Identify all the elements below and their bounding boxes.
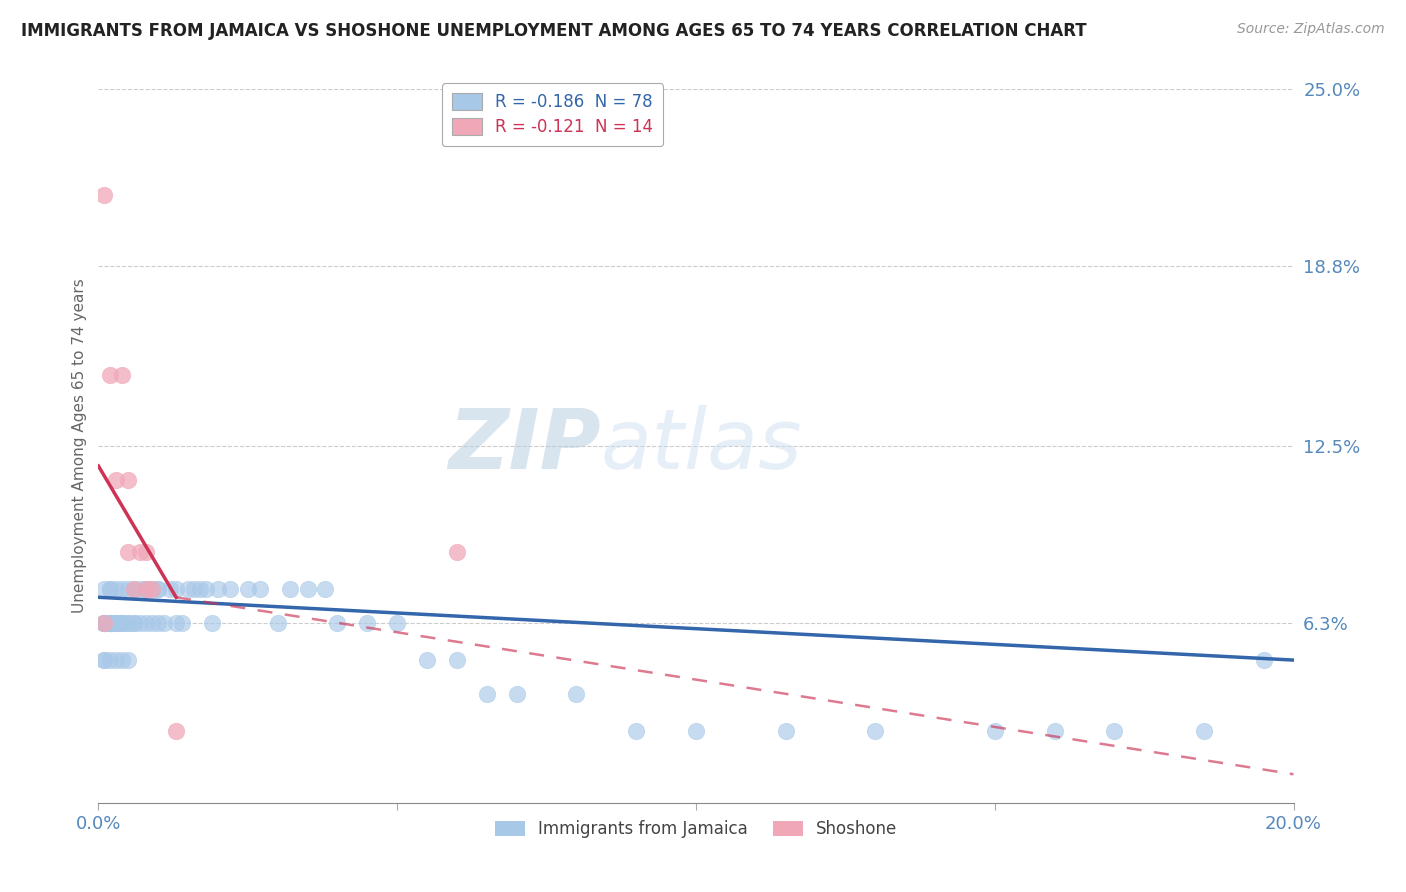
Point	[98, 615, 122, 630]
Y-axis label: Unemployment Among Ages 65 to 74 years: Unemployment Among Ages 65 to 74 years	[72, 278, 87, 614]
Point	[117, 544, 139, 558]
Point	[416, 653, 439, 667]
Point	[111, 582, 134, 596]
Point	[153, 615, 176, 630]
Point	[141, 582, 163, 596]
Point	[117, 615, 139, 630]
Point	[356, 615, 378, 630]
Point	[1253, 653, 1275, 667]
Point	[172, 615, 194, 630]
Point	[93, 615, 115, 630]
Point	[93, 653, 115, 667]
Point	[105, 473, 128, 487]
Point	[506, 687, 529, 701]
Point	[219, 582, 242, 596]
Point	[105, 615, 128, 630]
Point	[129, 544, 152, 558]
Point	[267, 615, 290, 630]
Point	[177, 582, 200, 596]
Point	[865, 724, 887, 739]
Point	[446, 653, 468, 667]
Point	[278, 582, 301, 596]
Point	[315, 582, 337, 596]
Point	[183, 582, 205, 596]
Text: IMMIGRANTS FROM JAMAICA VS SHOSHONE UNEMPLOYMENT AMONG AGES 65 TO 74 YEARS CORRE: IMMIGRANTS FROM JAMAICA VS SHOSHONE UNEM…	[21, 22, 1087, 40]
Point	[111, 615, 134, 630]
Point	[565, 687, 588, 701]
Point	[135, 582, 157, 596]
Point	[385, 615, 409, 630]
Point	[98, 615, 122, 630]
Point	[98, 582, 122, 596]
Point	[1192, 724, 1215, 739]
Point	[98, 582, 122, 596]
Point	[117, 473, 139, 487]
Point	[135, 582, 157, 596]
Point	[124, 582, 146, 596]
Point	[446, 544, 468, 558]
Point	[93, 582, 115, 596]
Point	[326, 615, 349, 630]
Point	[1043, 724, 1066, 739]
Point	[141, 582, 163, 596]
Text: ZIP: ZIP	[447, 406, 600, 486]
Point	[236, 582, 259, 596]
Point	[148, 582, 170, 596]
Point	[124, 615, 146, 630]
Point	[159, 582, 181, 596]
Point	[111, 653, 134, 667]
Point	[117, 653, 139, 667]
Point	[105, 653, 128, 667]
Point	[93, 615, 115, 630]
Point	[124, 582, 146, 596]
Point	[1104, 724, 1126, 739]
Point	[135, 615, 157, 630]
Point	[129, 615, 152, 630]
Point	[105, 615, 128, 630]
Point	[135, 544, 157, 558]
Point	[207, 582, 229, 596]
Point	[111, 368, 134, 382]
Point	[93, 615, 115, 630]
Text: Source: ZipAtlas.com: Source: ZipAtlas.com	[1237, 22, 1385, 37]
Point	[148, 582, 170, 596]
Point	[165, 582, 187, 596]
Point	[111, 615, 134, 630]
Point	[195, 582, 218, 596]
Point	[93, 615, 115, 630]
Point	[93, 187, 115, 202]
Point	[129, 582, 152, 596]
Point	[148, 615, 170, 630]
Point	[117, 615, 139, 630]
Point	[165, 724, 187, 739]
Point	[141, 615, 163, 630]
Point	[93, 653, 115, 667]
Point	[98, 368, 122, 382]
Point	[188, 582, 211, 596]
Point	[98, 615, 122, 630]
Point	[98, 615, 122, 630]
Point	[475, 687, 498, 701]
Point	[93, 615, 115, 630]
Point	[685, 724, 707, 739]
Point	[775, 724, 797, 739]
Text: atlas: atlas	[600, 406, 801, 486]
Point	[105, 615, 128, 630]
Point	[111, 615, 134, 630]
Point	[201, 615, 224, 630]
Point	[165, 615, 187, 630]
Point	[124, 615, 146, 630]
Point	[98, 653, 122, 667]
Point	[249, 582, 271, 596]
Point	[626, 724, 648, 739]
Point	[135, 582, 157, 596]
Point	[984, 724, 1007, 739]
Point	[117, 582, 139, 596]
Point	[297, 582, 319, 596]
Point	[93, 615, 115, 630]
Legend: Immigrants from Jamaica, Shoshone: Immigrants from Jamaica, Shoshone	[488, 814, 904, 845]
Point	[105, 615, 128, 630]
Point	[105, 582, 128, 596]
